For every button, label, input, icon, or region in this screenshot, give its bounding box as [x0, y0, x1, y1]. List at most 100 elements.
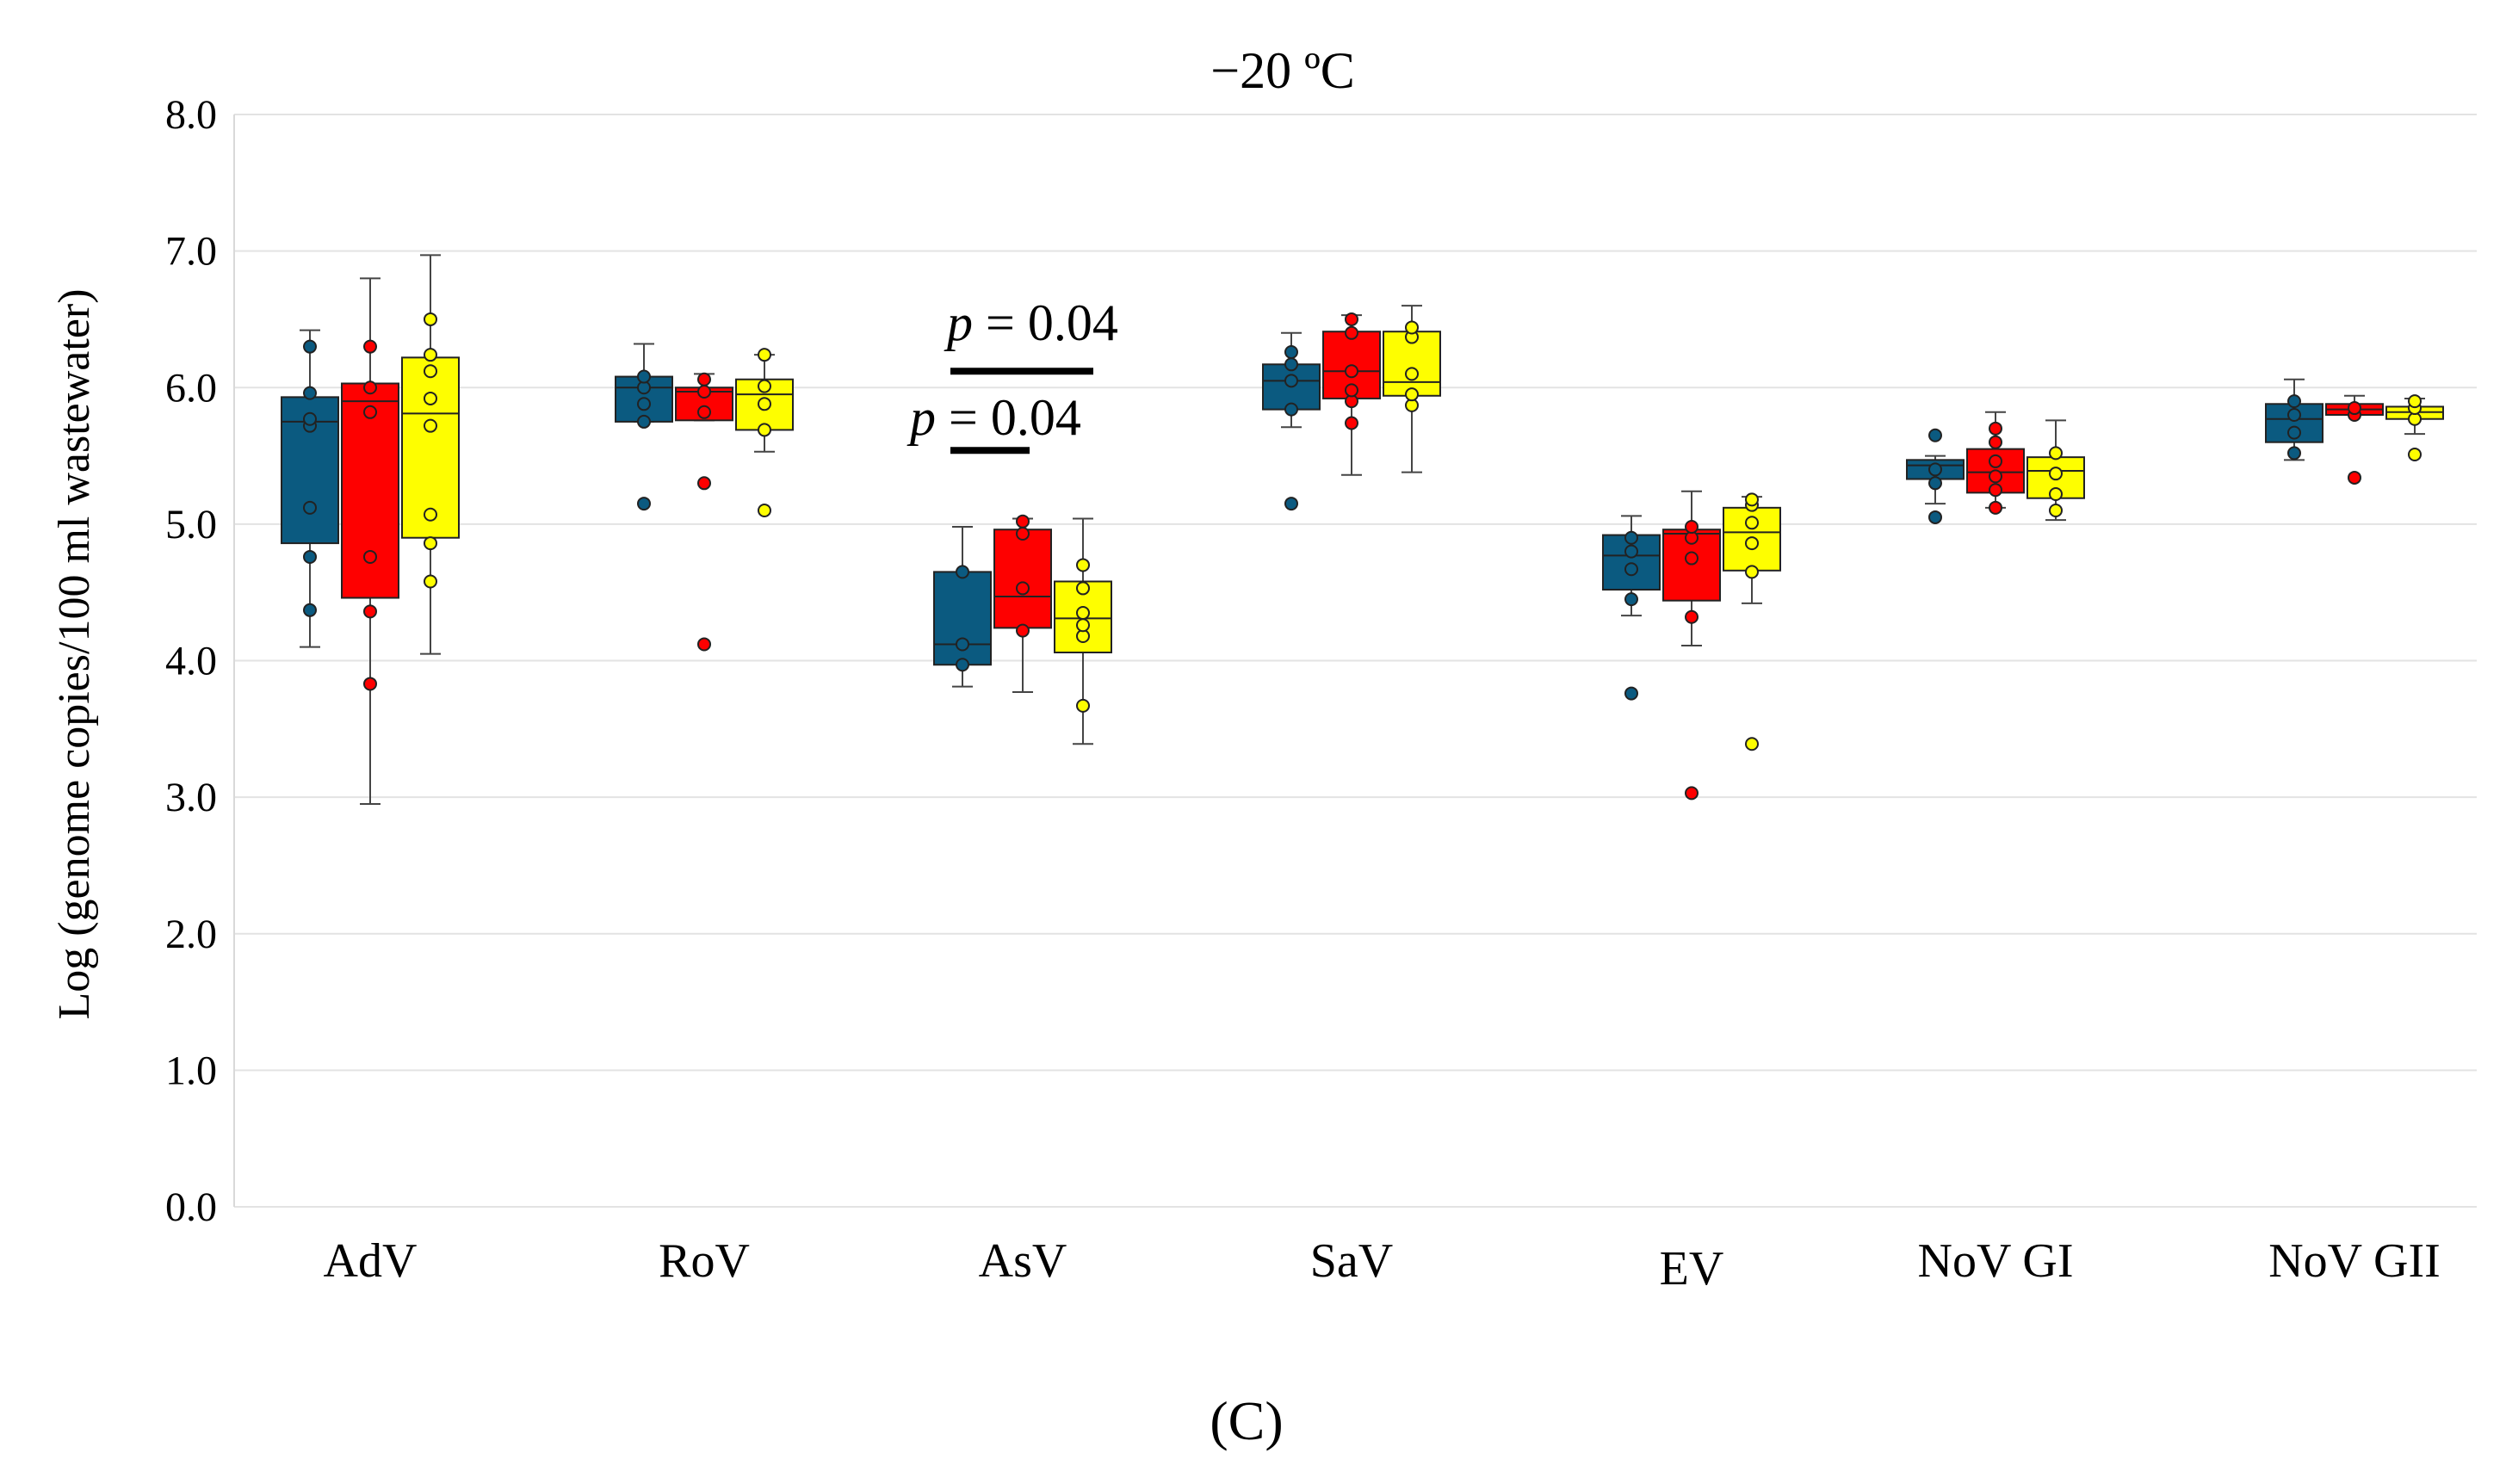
- data-point: [1624, 530, 1638, 545]
- y-tick-label: 2.0: [165, 912, 217, 957]
- data-point: [424, 536, 437, 551]
- p-symbol: p: [906, 389, 936, 446]
- data-point: [363, 339, 377, 354]
- category-label: SaV: [1310, 1234, 1393, 1288]
- data-point: [1989, 483, 2002, 498]
- box-sav-2: [1322, 312, 1381, 476]
- data-point: [1284, 497, 1298, 511]
- data-point: [956, 658, 969, 672]
- data-point: [1284, 374, 1298, 388]
- data-point: [956, 637, 969, 652]
- data-point: [1624, 544, 1638, 559]
- box-asv-3: [1054, 517, 1112, 745]
- data-point: [303, 603, 317, 617]
- data-point: [2348, 401, 2361, 416]
- data-point: [2287, 407, 2301, 422]
- box-nov-gii-3: [2385, 394, 2444, 461]
- data-point: [2049, 467, 2063, 481]
- significance-label: p = 0.04: [944, 294, 1118, 351]
- data-point: [758, 423, 771, 437]
- data-point: [1016, 526, 1030, 541]
- data-point: [303, 411, 317, 426]
- y-tick-label: 3.0: [165, 775, 217, 820]
- data-point: [1685, 609, 1699, 624]
- data-point: [2348, 470, 2361, 485]
- box-nov-gii-2: [2325, 394, 2384, 485]
- data-point: [637, 414, 651, 429]
- p-value: = 0.04: [973, 294, 1118, 351]
- significance-annotations: p = 0.04p = 0.04: [906, 294, 1118, 454]
- data-point: [1016, 581, 1030, 596]
- data-point: [637, 369, 651, 384]
- y-axis-label: Log (genome copies/100 ml wastewater): [50, 288, 99, 1019]
- category-label: NoV GII: [2268, 1234, 2441, 1288]
- data-point: [1016, 514, 1030, 529]
- data-point: [1745, 536, 1759, 551]
- box-ev-2: [1662, 490, 1721, 801]
- data-point: [2287, 425, 2301, 440]
- data-point: [1624, 562, 1638, 577]
- data-point: [363, 549, 377, 564]
- data-point: [1745, 516, 1759, 530]
- data-point: [363, 677, 377, 691]
- category-label: AsV: [979, 1234, 1067, 1288]
- box-nov-gi-1: [1906, 428, 1965, 524]
- data-point: [1345, 325, 1358, 340]
- box: [993, 529, 1052, 629]
- category-label: AdV: [324, 1234, 418, 1288]
- data-point: [1928, 462, 1942, 477]
- data-point: [1989, 454, 2002, 468]
- box-groups: [281, 254, 2444, 806]
- data-point: [956, 565, 969, 579]
- box-adv-2: [341, 277, 399, 806]
- data-point: [637, 497, 651, 511]
- data-point: [1685, 520, 1699, 535]
- data-point: [1624, 592, 1638, 607]
- data-point: [2049, 486, 2063, 501]
- data-point: [424, 418, 437, 433]
- data-point: [697, 372, 711, 386]
- box-asv-2: [993, 514, 1052, 693]
- data-point: [697, 637, 711, 652]
- data-point: [424, 364, 437, 379]
- data-point: [697, 476, 711, 491]
- data-point: [1928, 428, 1942, 442]
- box-rov-1: [615, 343, 673, 511]
- data-point: [2408, 447, 2422, 461]
- data-point: [758, 397, 771, 411]
- data-point: [363, 380, 377, 395]
- data-point: [424, 574, 437, 589]
- data-point: [1076, 558, 1090, 572]
- data-point: [1345, 383, 1358, 398]
- data-point: [363, 604, 377, 619]
- data-point: [697, 385, 711, 399]
- data-point: [1989, 469, 2002, 484]
- data-point: [1989, 500, 2002, 515]
- data-point: [1284, 402, 1298, 417]
- p-value: = 0.04: [936, 389, 1081, 446]
- data-point: [2049, 504, 2063, 518]
- data-point: [758, 379, 771, 393]
- data-point: [1928, 476, 1942, 491]
- data-point: [1345, 364, 1358, 379]
- data-point: [2287, 394, 2301, 409]
- data-point: [1076, 581, 1090, 596]
- data-point: [424, 348, 437, 362]
- data-point: [1016, 623, 1030, 638]
- data-point: [1745, 737, 1759, 751]
- box-sav-1: [1262, 331, 1321, 511]
- y-tick-label: 1.0: [165, 1048, 217, 1093]
- data-point: [1345, 312, 1358, 326]
- category-labels: AdV RoV AsV SaV EV NoV GI NoV GII: [324, 1234, 2441, 1295]
- data-point: [2408, 394, 2422, 409]
- data-point: [1405, 367, 1419, 381]
- box-asv-1: [933, 526, 992, 688]
- data-point: [2287, 446, 2301, 461]
- data-point: [1745, 492, 1759, 507]
- data-point: [1345, 416, 1358, 430]
- data-point: [1685, 786, 1699, 801]
- y-tick-label: 4.0: [165, 639, 217, 684]
- box-rov-2: [675, 372, 733, 652]
- data-point: [1989, 421, 2002, 436]
- category-label: EV: [1660, 1242, 1724, 1295]
